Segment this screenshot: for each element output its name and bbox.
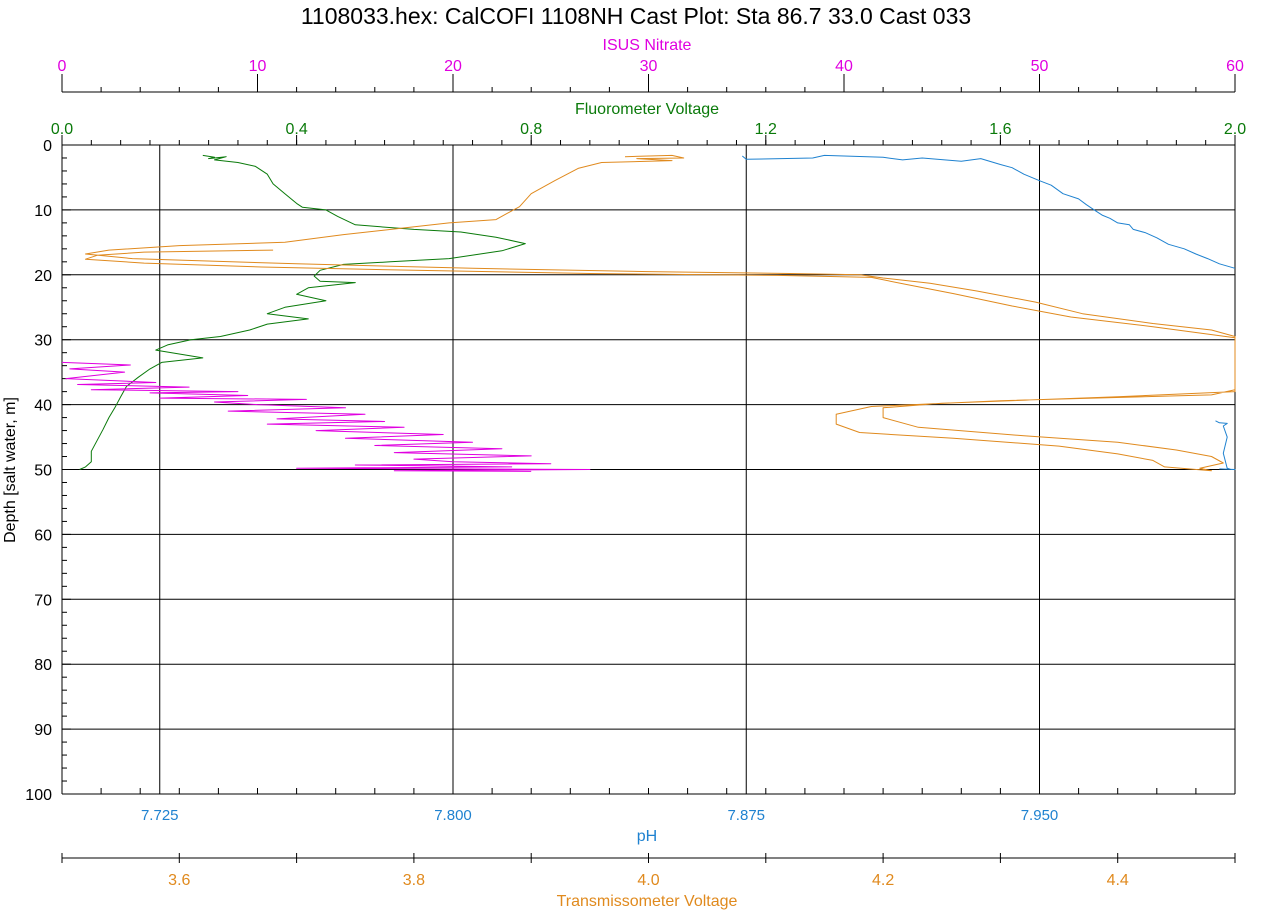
ph-tick-label: 7.725 bbox=[141, 807, 179, 824]
ph-tick-label: 7.875 bbox=[727, 807, 765, 824]
ph-profile-line bbox=[741, 154, 1236, 269]
depth-axis-label: Depth [salt water, m] bbox=[2, 397, 19, 543]
depth-tick-label: 60 bbox=[34, 527, 52, 544]
depth-tick-label: 30 bbox=[34, 333, 52, 350]
depth-tick-label: 100 bbox=[25, 787, 52, 804]
plot-grid bbox=[61, 144, 1236, 795]
fluorometer-tick-label: 1.2 bbox=[755, 121, 777, 138]
depth-axis: 0 10 20 30 40 50 60 70 80 90 100 bbox=[25, 138, 71, 804]
nitrate-tick-label: 60 bbox=[1226, 58, 1244, 75]
nitrate-tick-label: 30 bbox=[640, 58, 658, 75]
depth-tick-label: 0 bbox=[43, 138, 52, 155]
depth-tick-label: 70 bbox=[34, 592, 52, 609]
fluorometer-axis-label: Fluorometer Voltage bbox=[575, 101, 719, 118]
fluorometer-tick-label: 0.4 bbox=[285, 121, 307, 138]
depth-tick-label: 40 bbox=[34, 398, 52, 415]
nitrate-profile-line bbox=[61, 361, 591, 472]
ph-tick-label: 7.800 bbox=[434, 807, 472, 824]
chart-title: 1108033.hex: CalCOFI 1108NH Cast Plot: S… bbox=[301, 3, 971, 29]
depth-tick-label: 90 bbox=[34, 722, 52, 739]
transmissometer-tick-label: 4.2 bbox=[872, 872, 894, 889]
transmissometer-tick-label: 3.6 bbox=[168, 872, 190, 889]
ph-tick-label: 7.950 bbox=[1021, 807, 1059, 824]
fluorometer-tick-label: 2.0 bbox=[1224, 121, 1246, 138]
ph-axis-label: pH bbox=[637, 828, 657, 845]
ph-axis: 7.725 7.800 7.875 7.950 bbox=[61, 788, 1236, 824]
nitrate-tick-label: 50 bbox=[1031, 58, 1049, 75]
depth-tick-label: 80 bbox=[34, 657, 52, 674]
transmissometer-axis-label: Transmissometer Voltage bbox=[557, 893, 738, 910]
ph-profile-line bbox=[1215, 420, 1236, 470]
nitrate-tick-label: 20 bbox=[444, 58, 462, 75]
nitrate-axis-label: ISUS Nitrate bbox=[603, 37, 692, 54]
fluorometer-tick-label: 0.8 bbox=[520, 121, 542, 138]
fluorometer-tick-label: 1.6 bbox=[989, 121, 1011, 138]
depth-tick-label: 10 bbox=[34, 203, 52, 220]
fluorometer-profile-line bbox=[79, 154, 526, 470]
transmissometer-tick-label: 4.0 bbox=[637, 872, 659, 889]
fluorometer-tick-label: 0.0 bbox=[51, 121, 73, 138]
transmissometer-tick-label: 3.8 bbox=[403, 872, 425, 889]
transmissometer-axis: 3.6 3.8 4.0 4.2 4.4 bbox=[61, 853, 1236, 889]
nitrate-tick-label: 0 bbox=[58, 58, 67, 75]
nitrate-tick-label: 10 bbox=[249, 58, 267, 75]
depth-tick-label: 50 bbox=[34, 463, 52, 480]
transmissometer-profile-line bbox=[85, 154, 1236, 472]
depth-tick-label: 20 bbox=[34, 268, 52, 285]
fluorometer-axis: 0.0 0.4 0.8 1.2 1.6 2.0 bbox=[51, 121, 1246, 146]
nitrate-axis: 0 10 20 30 40 50 60 bbox=[58, 58, 1244, 93]
transmissometer-tick-label: 4.4 bbox=[1107, 872, 1129, 889]
series-layer bbox=[61, 154, 1236, 472]
nitrate-tick-label: 40 bbox=[835, 58, 853, 75]
